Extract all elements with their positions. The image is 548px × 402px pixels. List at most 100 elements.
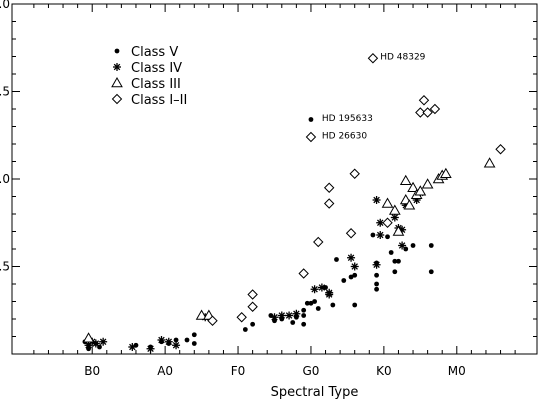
data-point-dot: [370, 232, 376, 238]
data-point-triangle: [407, 181, 419, 192]
data-point-triangle: [388, 204, 401, 215]
data-point-asterisk: [372, 260, 381, 269]
data-point-dot: [334, 257, 339, 262]
data-point-asterisk: [310, 285, 319, 294]
data-point-asterisk: [347, 253, 356, 262]
data-point-dot: [374, 272, 379, 278]
y-tick-label: 2.0: [0, 0, 10, 11]
data-point-dot: [352, 272, 358, 278]
x-tick-label: B0: [84, 364, 100, 378]
legend-label: Class IV: [131, 61, 182, 76]
data-point-asterisk: [350, 262, 359, 271]
x-tick-label: M0: [448, 364, 466, 378]
legend-marker-diamond: [111, 93, 123, 105]
data-point-asterisk: [376, 231, 385, 239]
data-point-asterisk: [398, 241, 407, 250]
data-point-dot: [341, 278, 347, 283]
data-point-asterisk: [270, 313, 279, 322]
x-tick-label: G0: [302, 364, 319, 378]
data-point-dot: [308, 117, 314, 122]
data-point-triangle: [195, 309, 208, 320]
data-point-diamond: [236, 312, 247, 323]
data-point-dot: [191, 341, 197, 346]
annotations: HD 48329 HD 195633 HD 26630: [322, 53, 426, 142]
data-point-diamond: [422, 107, 433, 118]
data-point-dot: [385, 234, 390, 240]
legend-label: Class I–II: [131, 93, 187, 108]
data-point-dot: [428, 243, 434, 248]
y-tick-label: 1.0: [0, 172, 10, 186]
data-point-diamond: [323, 182, 335, 193]
data-point-dot: [242, 327, 248, 332]
data-point-diamond: [495, 144, 506, 155]
data-point-diamond: [313, 236, 324, 248]
data-point-dot: [173, 337, 179, 343]
data-point-dot: [304, 300, 310, 306]
data-point-asterisk: [292, 309, 301, 318]
data-point-asterisk: [285, 311, 294, 320]
series-asterisk: [84, 189, 425, 353]
x-tick-label: A0: [157, 364, 173, 378]
data-point-asterisk: [91, 339, 100, 348]
data-point-asterisk: [172, 341, 181, 350]
series-triangle: [82, 157, 496, 343]
data-point-dot: [301, 307, 307, 313]
data-point-dot: [392, 258, 398, 264]
y-tick-label: 0.5: [0, 260, 10, 274]
data-point-dot: [184, 337, 190, 343]
data-point-diamond: [418, 95, 430, 106]
data-point-asterisk: [128, 343, 137, 351]
data-point-triangle: [399, 174, 412, 185]
data-point-asterisk: [157, 336, 166, 344]
data-point-dot: [312, 299, 318, 304]
x-tick-label: K0: [376, 364, 392, 378]
data-point-dot: [315, 306, 321, 311]
data-point-diamond: [247, 301, 258, 312]
legend-label: Class V: [131, 45, 178, 60]
data-point-asterisk: [277, 311, 286, 320]
legend-marker-dot: [114, 48, 120, 54]
data-point-diamond: [345, 228, 357, 239]
data-point-dot: [410, 243, 416, 248]
data-point-triangle: [439, 167, 452, 178]
data-point-triangle: [381, 197, 394, 208]
data-point-dot: [348, 274, 354, 280]
data-point-diamond: [367, 53, 379, 64]
plot-frame: [11, 3, 538, 355]
data-point-diamond: [247, 289, 258, 300]
data-point-dot: [330, 302, 336, 308]
data-point-asterisk: [146, 344, 155, 353]
data-point-asterisk: [390, 213, 399, 222]
data-point-diamond: [298, 268, 309, 279]
data-point-triangle: [82, 332, 95, 343]
data-point-dot: [396, 258, 401, 264]
data-point-dot: [301, 313, 307, 318]
data-point-diamond: [415, 107, 426, 118]
data-point-dot: [250, 321, 256, 327]
data-point-triangle: [483, 157, 496, 168]
data-point-asterisk: [325, 290, 334, 299]
data-point-asterisk: [99, 337, 108, 346]
data-point-dot: [308, 300, 314, 306]
data-point-diamond: [429, 103, 441, 115]
data-point-diamond: [305, 131, 317, 143]
data-point-dot: [352, 302, 358, 308]
data-point-triangle: [392, 225, 405, 236]
y-tick-label: 1.5: [0, 85, 10, 99]
data-point-dot: [191, 332, 197, 338]
legend-marker-triangle: [111, 76, 123, 88]
data-point-diamond: [349, 168, 360, 179]
data-point-asterisk: [317, 283, 326, 292]
data-point-dot: [290, 320, 296, 325]
star-annotation: HD 195633: [322, 114, 373, 124]
x-axis-title: Spectral Type: [271, 385, 359, 400]
data-point-diamond: [207, 315, 218, 326]
y-axis: 0.5 1.0 1.5 2.0: [0, 0, 537, 337]
data-point-triangle: [414, 185, 427, 196]
data-point-dot: [388, 250, 394, 255]
star-annotation: HD 48329: [380, 53, 425, 63]
data-point-dot: [374, 286, 379, 292]
data-point-asterisk: [372, 196, 381, 204]
